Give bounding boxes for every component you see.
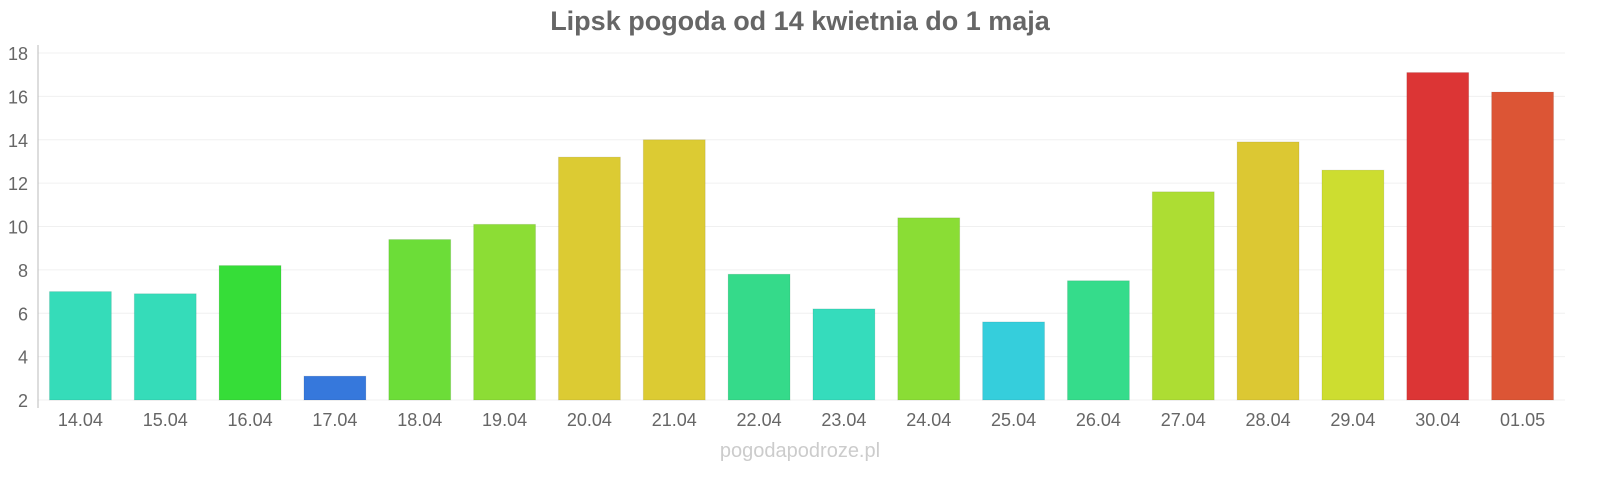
bar <box>812 308 876 401</box>
bar <box>218 265 282 401</box>
bar <box>727 273 791 401</box>
x-tick-label: 28.04 <box>1246 410 1291 430</box>
x-tick-label: 25.04 <box>991 410 1036 430</box>
x-tick-label: 30.04 <box>1415 410 1460 430</box>
x-tick-label: 01.05 <box>1500 410 1545 430</box>
bar <box>642 139 706 401</box>
y-tick-label: 2 <box>18 391 28 411</box>
y-tick-label: 4 <box>18 348 28 368</box>
y-tick-label: 12 <box>8 174 28 194</box>
x-tick-label: 15.04 <box>143 410 188 430</box>
x-tick-label: 16.04 <box>228 410 273 430</box>
x-tick-label: 21.04 <box>652 410 697 430</box>
bar <box>388 239 452 401</box>
bar <box>48 291 112 401</box>
y-tick-label: 8 <box>18 261 28 281</box>
bar <box>557 156 621 401</box>
y-tick-label: 18 <box>8 44 28 64</box>
x-tick-label: 18.04 <box>397 410 442 430</box>
bar <box>133 293 197 401</box>
bar <box>473 223 537 401</box>
bar <box>897 217 961 401</box>
bar <box>1321 169 1385 401</box>
x-tick-label: 26.04 <box>1076 410 1121 430</box>
x-tick-label: 24.04 <box>906 410 951 430</box>
y-tick-label: 10 <box>8 218 28 238</box>
y-tick-label: 16 <box>8 87 28 107</box>
y-tick-label: 6 <box>18 304 28 324</box>
x-tick-label: 17.04 <box>312 410 357 430</box>
x-tick-label: 14.04 <box>58 410 103 430</box>
bar <box>1066 280 1130 401</box>
bar <box>1236 141 1300 401</box>
watermark: pogodapodroze.pl <box>719 440 881 462</box>
bar <box>982 321 1046 401</box>
x-tick-label: 27.04 <box>1161 410 1206 430</box>
x-tick-label: 29.04 <box>1330 410 1375 430</box>
x-tick-label: 22.04 <box>737 410 782 430</box>
x-tick-label: 19.04 <box>482 410 527 430</box>
bar <box>1151 191 1215 401</box>
chart-title: Lipsk pogoda od 14 kwietnia do 1 maja <box>550 6 1050 36</box>
bar <box>1491 91 1555 401</box>
x-tick-label: 20.04 <box>567 410 612 430</box>
bar <box>1406 72 1470 401</box>
x-tick-label: 23.04 <box>821 410 866 430</box>
bar <box>303 375 367 401</box>
y-tick-label: 14 <box>8 131 28 151</box>
